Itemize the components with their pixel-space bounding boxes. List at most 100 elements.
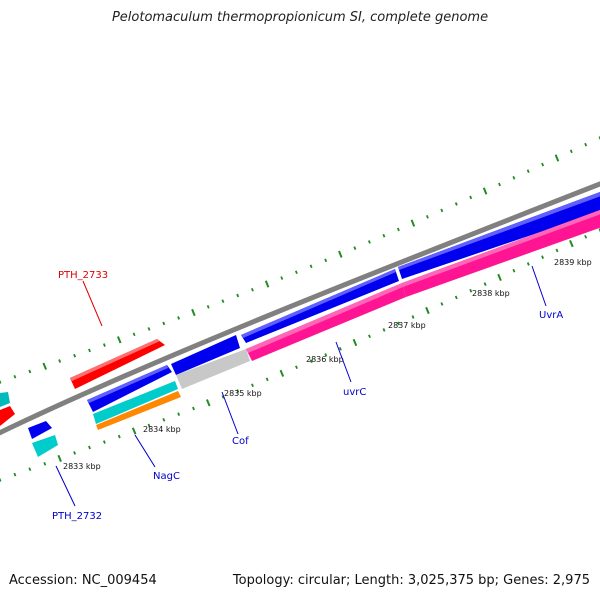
inner-ring-tick (469, 288, 473, 293)
cds-cyan-2[interactable] (93, 381, 178, 424)
inner-ring-tick (73, 451, 77, 455)
outer-ring-tick (425, 214, 429, 219)
outer-ring-tick (162, 321, 166, 326)
inner-ring-tick (205, 399, 211, 407)
inner-ring-tick (43, 461, 47, 466)
rna-feature-pth2733[interactable] (70, 339, 165, 389)
cyan-feature-edge[interactable] (0, 392, 10, 407)
gene-label-nagc[interactable]: NagC (153, 471, 180, 482)
tick-label-2837: 2837 kbp (388, 321, 426, 330)
inner-ring-tick (454, 295, 458, 300)
outer-ring-tick (584, 142, 588, 147)
outer-ring-tick (28, 369, 32, 374)
genome-backbone (0, 181, 600, 436)
outer-ring-tick (236, 293, 240, 298)
outer-ring-tick (294, 270, 298, 275)
inner-ring-tick (88, 445, 91, 450)
forward-cds-track (28, 192, 600, 439)
inner-ring-tick (13, 472, 17, 477)
gene-label-cof[interactable]: Cof (232, 436, 249, 447)
outer-ring-tick (116, 336, 122, 344)
reverse-cds-track (32, 210, 600, 457)
outer-ring-tick (309, 264, 313, 269)
outer-ring-tick (367, 240, 371, 244)
cds-gray[interactable] (176, 349, 250, 389)
gene-label-uvrc[interactable]: uvrC (343, 387, 366, 398)
tick-label-2836: 2836 kbp (306, 355, 344, 364)
cds-cof-fwd[interactable] (171, 335, 240, 375)
rna-feature-edge[interactable] (0, 406, 15, 426)
outer-ring-tick (191, 308, 196, 317)
inner-ring-tick (497, 273, 502, 281)
inner-ring-tick (221, 395, 225, 399)
outer-ring-tick (0, 380, 2, 384)
outer-ring-tick (512, 175, 516, 180)
inner-ring-tick (526, 262, 530, 266)
outer-ring-tick (469, 195, 473, 200)
gene-label-uvra[interactable]: UvrA (539, 310, 563, 321)
inner-tick-ring (0, 228, 600, 482)
inner-ring-tick (162, 417, 166, 422)
inner-ring-tick (541, 255, 545, 260)
gene-label-leaders (55, 265, 547, 507)
outer-ring-tick (353, 246, 357, 250)
cds-orange[interactable] (96, 391, 181, 430)
inner-ring-tick (483, 282, 487, 286)
outer-ring-tick (482, 187, 488, 195)
tick-label-2835: 2835 kbp (224, 389, 262, 398)
outer-ring-tick (42, 362, 48, 370)
outer-ring-tick (132, 332, 136, 337)
inner-ring-tick (102, 440, 106, 444)
outer-ring-tick (526, 169, 530, 174)
outer-tick-ring (0, 136, 600, 384)
inner-ring-tick (512, 268, 516, 273)
gene-label-pth2732[interactable]: PTH_2732 (52, 511, 102, 522)
inner-ring-tick (397, 321, 400, 326)
outer-ring-tick (324, 258, 328, 263)
outer-ring-tick (206, 304, 210, 309)
inner-ring-tick (177, 412, 181, 416)
inner-ring-tick (279, 369, 285, 377)
outer-ring-tick (147, 327, 151, 331)
inner-ring-tick (382, 328, 386, 332)
inner-ring-tick (295, 365, 298, 370)
outer-ring-tick (88, 348, 91, 353)
outer-ring-tick (541, 162, 545, 167)
inner-ring-tick (265, 377, 269, 382)
inner-ring-tick (425, 306, 430, 315)
outer-ring-tick (73, 353, 77, 358)
tick-label-2839: 2839 kbp (554, 258, 592, 267)
inner-ring-tick (368, 334, 371, 339)
inner-ring-tick (352, 338, 358, 347)
topology-text: Topology: circular; Length: 3,025,375 bp… (232, 573, 590, 588)
outer-ring-tick (454, 202, 458, 206)
inner-ring-tick (309, 359, 313, 364)
inner-ring-tick (192, 406, 195, 411)
outer-ring-tick (554, 154, 560, 162)
inner-ring-tick (117, 434, 121, 439)
inner-ring-tick (251, 383, 254, 388)
inner-ring-tick (28, 467, 32, 472)
cds-cyan-1[interactable] (32, 435, 58, 457)
tick-label-2838: 2838 kbp (472, 289, 510, 298)
inner-ring-tick (338, 346, 342, 351)
outer-ring-tick (102, 343, 106, 347)
inner-ring-tick (440, 302, 444, 306)
inner-ring-tick (569, 240, 574, 248)
inner-ring-tick (131, 427, 137, 435)
cds-nagc-fwd[interactable] (87, 365, 172, 412)
outer-ring-tick (264, 280, 270, 288)
outer-ring-tick (569, 149, 573, 154)
inner-ring-tick (411, 315, 415, 319)
outer-ring-tick (221, 299, 225, 304)
outer-ring-tick (410, 219, 416, 227)
inner-ring-tick (57, 454, 62, 462)
inner-ring-tick (0, 478, 2, 482)
gene-label-pth2733[interactable]: PTH_2733 (58, 270, 108, 281)
outer-ring-tick (13, 374, 17, 379)
outer-ring-tick (382, 233, 386, 238)
cds-pth2732-fwd[interactable] (28, 421, 52, 439)
outer-ring-tick (58, 359, 62, 363)
gene-labels: PTH_2733 PTH_2732 NagC Cof uvrC UvrA (52, 270, 563, 522)
